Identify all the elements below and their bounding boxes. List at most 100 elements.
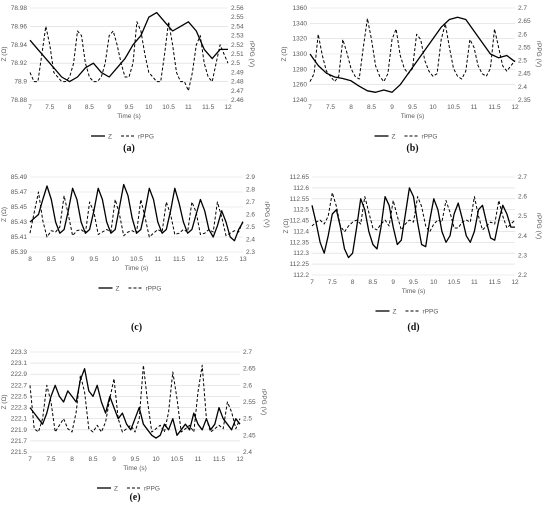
y-right-tick-label: 2.6 <box>518 194 527 201</box>
y-right-tick-label: 2.65 <box>518 18 531 25</box>
y-left-tick-label: 222.5 <box>11 393 28 400</box>
series-line-z <box>29 368 241 439</box>
y-left-axis-label: Z (Ω) <box>1 395 8 410</box>
x-tick-label: 10 <box>112 256 120 263</box>
x-tick-label: 9 <box>112 456 116 463</box>
y-left-tick-label: 223.3 <box>11 349 28 356</box>
y-left-tick-label: 78.9 <box>14 79 27 86</box>
y-left-axis-label: Z (Ω) <box>1 47 8 62</box>
y-right-tick-label: 2.5 <box>518 58 527 65</box>
y-right-axis-label: rPPG (V) <box>260 389 267 415</box>
y-right-tick-label: 2.9 <box>246 174 255 181</box>
y-right-tick-label: 2.51 <box>231 51 244 58</box>
panel-label: (b) <box>406 143 418 154</box>
x-tick-label: 10.5 <box>162 104 175 111</box>
y-left-tick-label: 85.39 <box>11 249 28 256</box>
chart-panel-5: 221.5 221.7 221.9 222.1 222.3 222.5 222.7 222.9… <box>1 349 267 503</box>
y-right-tick-label: 2.53 <box>231 33 244 40</box>
y-left-axis-label: Z (Ω) <box>1 207 8 222</box>
y-right-tick-label: 2.3 <box>246 249 255 256</box>
y-left-tick-label: 112.25 <box>290 261 310 268</box>
y-left-tick-label: 78.96 <box>11 23 28 30</box>
y-left-tick-label: 112.2 <box>293 272 309 279</box>
y-left-tick-label: 1340 <box>293 20 308 27</box>
y-left-tick-label: 1240 <box>293 97 308 104</box>
y-left-tick-label: 1260 <box>293 82 308 89</box>
y-right-tick-label: 2.5 <box>518 213 527 220</box>
x-tick-label: 7 <box>308 104 312 111</box>
y-right-tick-label: 2.4 <box>246 237 255 244</box>
y-right-tick-label: 2.5 <box>231 60 240 67</box>
x-tick-label: 11 <box>471 279 478 286</box>
y-left-tick-label: 223.1 <box>11 360 28 367</box>
chart-panel-2: 1240 1260 1280 1300 1320 1340 1360 2.35 2.4 2.45 2… <box>281 5 542 154</box>
x-tick-label: 9.5 <box>124 104 133 111</box>
x-tick-label: 10.5 <box>130 256 143 263</box>
x-tick-label: 9.5 <box>130 456 139 463</box>
y-left-tick-label: 1280 <box>293 66 308 73</box>
legend-label-rppg: rPPG <box>423 309 439 316</box>
y-left-tick-label: 112.3 <box>293 250 309 257</box>
x-tick-label: 9 <box>107 104 111 111</box>
x-tick-label: 8.5 <box>47 256 56 263</box>
y-left-tick-label: 112.4 <box>293 228 309 235</box>
x-tick-label: 12 <box>511 104 519 111</box>
legend-label-z: Z <box>114 486 118 493</box>
y-right-tick-label: 2.52 <box>231 42 244 49</box>
y-right-tick-label: 2.7 <box>518 174 527 181</box>
panel-label: (e) <box>129 492 140 503</box>
y-right-axis-label: rPPG (V) <box>535 41 542 67</box>
y-left-tick-label: 1300 <box>293 51 308 58</box>
y-right-tick-label: 2.65 <box>243 366 256 373</box>
y-left-tick-label: 112.65 <box>290 174 310 181</box>
x-tick-label: 9.5 <box>89 256 98 263</box>
y-right-tick-label: 2.7 <box>518 5 527 12</box>
series-line-rppg <box>29 191 244 238</box>
y-right-axis-label: rPPG (V) <box>248 41 255 67</box>
x-tick-label: 11.5 <box>489 279 502 286</box>
series-line-rppg <box>311 192 516 233</box>
y-right-tick-label: 2.8 <box>246 187 255 194</box>
x-tick-label: 10.5 <box>448 279 461 286</box>
x-tick-label: 10 <box>429 104 437 111</box>
x-tick-label: 8.5 <box>88 456 97 463</box>
y-left-tick-label: 112.35 <box>290 239 310 246</box>
y-left-tick-label: 1320 <box>293 36 308 43</box>
y-left-tick-label: 222.1 <box>11 416 28 423</box>
x-tick-label: 11.5 <box>488 104 501 111</box>
x-tick-label: 7.5 <box>45 104 54 111</box>
panel-label: (c) <box>131 322 142 333</box>
legend-label-z: Z <box>108 134 112 141</box>
x-tick-label: 11.5 <box>213 456 226 463</box>
y-left-tick-label: 78.98 <box>11 5 28 12</box>
x-tick-label: 7 <box>28 104 32 111</box>
series-line-z <box>309 16 516 93</box>
y-right-tick-label: 2.3 <box>518 252 527 259</box>
y-right-tick-label: 2.55 <box>231 14 244 21</box>
y-right-tick-label: 2.55 <box>243 399 256 406</box>
y-right-tick-label: 2.55 <box>518 44 531 51</box>
y-right-tick-label: 2.54 <box>231 23 244 30</box>
x-tick-label: 9.5 <box>409 279 418 286</box>
x-tick-label: 10.5 <box>171 456 184 463</box>
x-tick-label: 8.5 <box>367 104 376 111</box>
x-tick-label: 9 <box>391 279 395 286</box>
y-right-axis-label: rPPG (V) <box>535 213 542 239</box>
y-left-tick-label: 85.47 <box>11 189 28 196</box>
y-left-tick-label: 85.41 <box>11 234 28 241</box>
x-tick-label: 12 <box>236 456 244 463</box>
x-tick-label: 7 <box>28 456 32 463</box>
x-tick-label: 12 <box>224 104 232 111</box>
y-left-tick-label: 222.7 <box>11 382 28 389</box>
y-left-tick-label: 112.45 <box>290 218 310 225</box>
y-right-tick-label: 2.45 <box>518 71 531 78</box>
x-tick-label: 9.5 <box>408 104 417 111</box>
x-tick-label: 11.5 <box>202 104 215 111</box>
y-left-tick-label: 85.45 <box>11 204 28 211</box>
legend-label-z: Z <box>392 134 396 141</box>
y-left-tick-label: 1360 <box>293 5 308 12</box>
y-left-tick-label: 85.43 <box>11 219 28 226</box>
chart-panel-1: 78.88 78.9 78.92 78.94 78.96 78.98 2.46 2.47 2.4… <box>1 5 255 154</box>
x-tick-label: 7 <box>310 279 314 286</box>
